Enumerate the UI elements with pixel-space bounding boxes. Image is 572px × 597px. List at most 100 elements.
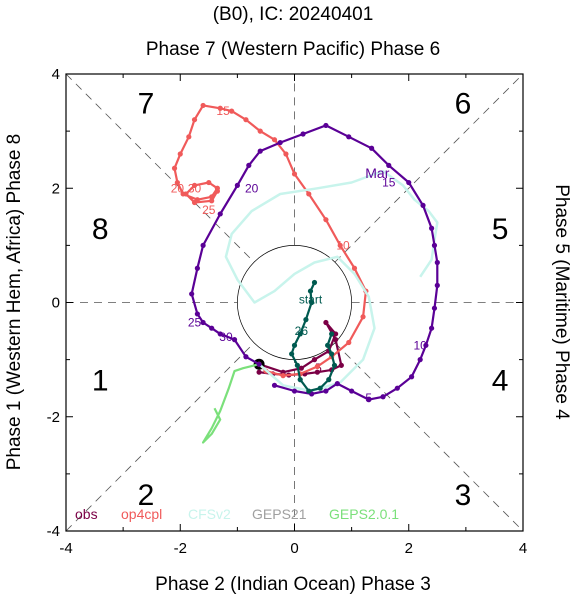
- series-point: [243, 354, 249, 360]
- y-axis-label: Phase 1 (Western Hem, Africa) Phase 8: [4, 134, 25, 471]
- day-label: 10: [336, 238, 350, 252]
- diagonal-divider-down: [65, 73, 255, 263]
- series-point: [346, 134, 352, 140]
- series-line: [290, 282, 336, 393]
- series-point: [243, 117, 249, 123]
- series-point: [360, 314, 366, 320]
- series-point: [256, 369, 262, 375]
- day-label: 5: [365, 391, 372, 405]
- series-point: [191, 182, 198, 188]
- diagonal-divider-down: [334, 342, 524, 532]
- series-point: [314, 369, 320, 375]
- series-point: [417, 357, 423, 363]
- series-point: [333, 337, 339, 343]
- series-point: [283, 151, 289, 157]
- x-tick-label: -2: [174, 540, 187, 557]
- series-point: [429, 225, 435, 231]
- series-point: [174, 179, 180, 186]
- top-axis-label: Phase 7 (Western Pacific) Phase 6: [146, 39, 440, 60]
- day-label: 26: [295, 324, 309, 338]
- series-point: [200, 102, 206, 109]
- series-point: [217, 331, 223, 337]
- series-point: [256, 361, 262, 367]
- series-group: 5101520302551015Mar202530start26: [171, 102, 440, 444]
- series-point: [298, 365, 304, 371]
- day-label: start: [299, 293, 323, 307]
- series-point: [191, 117, 198, 123]
- series-point: [209, 325, 215, 331]
- series-member-6: start 26: [289, 279, 338, 394]
- series-point: [291, 171, 298, 177]
- series-point: [309, 299, 315, 306]
- series-point: [338, 362, 344, 368]
- phase-number: 5: [492, 213, 509, 246]
- series-point: [297, 377, 303, 383]
- series-point: [200, 319, 206, 326]
- phase-number: 2: [138, 479, 155, 512]
- series-point: [431, 305, 438, 311]
- y-tick-label: -4: [47, 523, 60, 540]
- series-point: [331, 362, 338, 368]
- series-point: [303, 317, 309, 323]
- day-label: 15: [216, 104, 230, 118]
- series-point: [177, 151, 183, 157]
- phase-number: 4: [492, 365, 509, 398]
- series-point: [434, 259, 440, 266]
- right-axis-label: Phase 5 (Maritime) Phase 4: [551, 184, 572, 420]
- series-point: [334, 381, 340, 387]
- x-tick-label: 2: [405, 540, 413, 557]
- legend: obs op4cpl CFSv2 GEPS21 GEPS2.0.1: [75, 506, 399, 522]
- series-point: [194, 311, 200, 317]
- axis-ticks: -4 -2 0 2 4 -4 -2 0 2 4: [47, 66, 528, 557]
- y-tick-label: -2: [47, 409, 60, 426]
- series-point: [409, 374, 415, 380]
- phase-numbers: 7 6 8 5 1 4 2 3: [92, 88, 509, 512]
- series-point: [323, 217, 329, 223]
- series-point: [271, 137, 278, 143]
- series-point: [366, 397, 372, 403]
- series-point: [209, 194, 215, 200]
- legend-entry: op4cpl: [121, 506, 162, 522]
- series-point: [300, 131, 306, 137]
- series-point: [291, 342, 298, 348]
- phase-number: 6: [455, 88, 472, 121]
- series-point: [209, 198, 215, 204]
- day-label: 20: [171, 181, 185, 195]
- day-label: Mar: [365, 165, 389, 181]
- series-point: [307, 288, 314, 294]
- series-point: [420, 202, 426, 208]
- day-label: 10: [413, 338, 427, 352]
- series-point: [194, 265, 200, 271]
- y-tick-label: 4: [52, 66, 60, 83]
- series-point: [351, 265, 358, 271]
- legend-entry: GEPS2.0.1: [329, 506, 399, 522]
- series-point: [323, 122, 329, 129]
- chart-title: (B0), IC: 20240401: [213, 4, 374, 25]
- series-point: [234, 182, 240, 188]
- series-point: [206, 179, 212, 186]
- series-point: [329, 351, 335, 357]
- series-point: [311, 279, 318, 286]
- day-label: 25: [202, 203, 216, 217]
- series-point: [280, 373, 286, 379]
- series-geps2-0-1: [202, 363, 260, 444]
- day-label: 30: [188, 181, 202, 195]
- phase-number: 1: [92, 365, 109, 398]
- series-point: [394, 385, 400, 391]
- phase-number: 8: [92, 213, 109, 246]
- legend-entry: GEPS21: [252, 506, 307, 522]
- x-tick-label: 0: [290, 540, 298, 557]
- series-point: [380, 394, 386, 400]
- series-point: [186, 134, 192, 140]
- series-point: [386, 162, 392, 168]
- series-point: [329, 331, 335, 337]
- series-point: [257, 128, 263, 134]
- series-point: [311, 357, 318, 363]
- diagonal-divider-up: [334, 73, 524, 263]
- series-point: [326, 377, 332, 383]
- series-point: [217, 211, 223, 217]
- phase-number: 7: [138, 88, 155, 121]
- legend-entry: obs: [75, 506, 98, 522]
